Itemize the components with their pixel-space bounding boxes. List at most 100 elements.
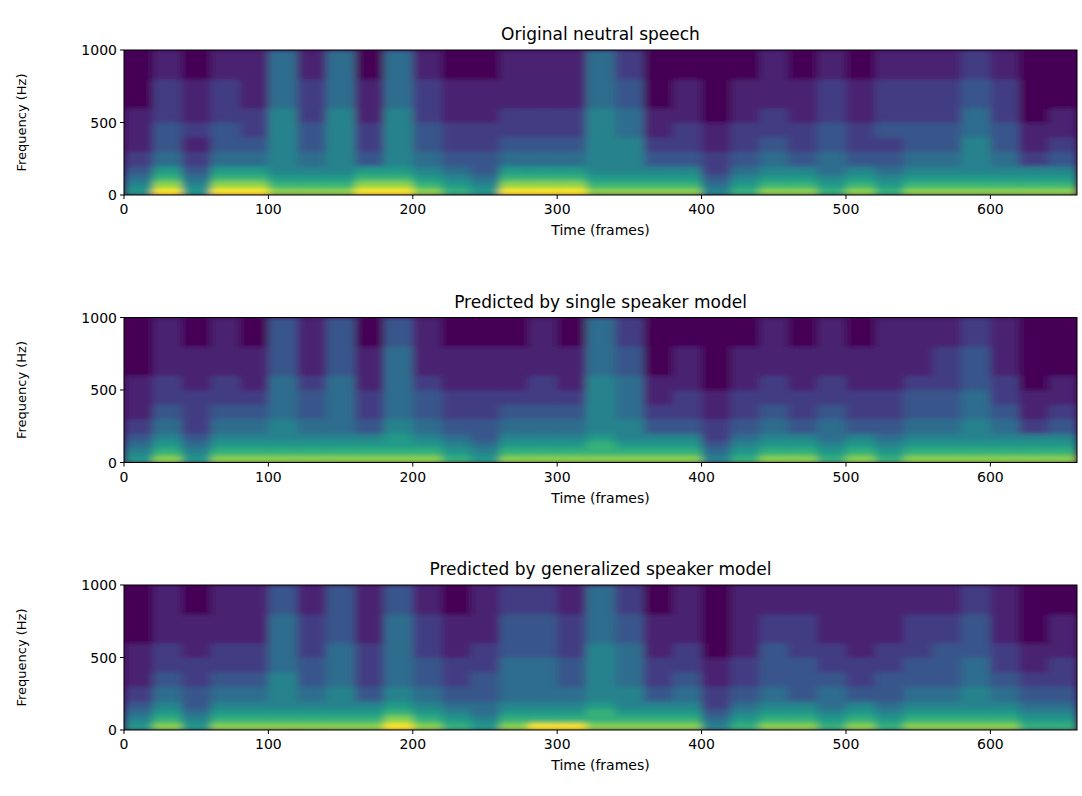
cell bbox=[355, 419, 384, 434]
y-tick-label: 0 bbox=[108, 722, 117, 738]
cell bbox=[384, 434, 413, 442]
cell bbox=[990, 137, 1019, 152]
cell bbox=[875, 448, 904, 456]
cell bbox=[586, 455, 615, 462]
cell bbox=[268, 137, 297, 152]
cell bbox=[471, 166, 500, 174]
cell bbox=[297, 390, 326, 405]
cell bbox=[268, 405, 297, 420]
cell bbox=[240, 643, 269, 658]
cell bbox=[471, 723, 500, 730]
cell bbox=[471, 376, 500, 391]
cell bbox=[153, 181, 182, 189]
x-tick bbox=[701, 195, 702, 199]
cell bbox=[355, 434, 384, 442]
cell bbox=[759, 166, 788, 174]
cell bbox=[673, 376, 702, 391]
cell bbox=[759, 614, 788, 644]
cell bbox=[1048, 614, 1077, 644]
cell bbox=[153, 123, 182, 138]
cell bbox=[933, 708, 962, 716]
cell bbox=[990, 108, 1019, 123]
cell bbox=[1048, 448, 1077, 456]
cell bbox=[759, 716, 788, 724]
cell bbox=[297, 181, 326, 189]
cell bbox=[268, 585, 297, 615]
cell bbox=[990, 79, 1019, 109]
cell bbox=[817, 716, 846, 724]
cell bbox=[730, 173, 759, 181]
cell bbox=[644, 318, 673, 348]
cell bbox=[817, 701, 846, 709]
cell bbox=[615, 152, 644, 167]
cell bbox=[557, 173, 586, 181]
cell bbox=[124, 188, 153, 195]
cell bbox=[615, 347, 644, 377]
cell bbox=[846, 347, 875, 377]
cell bbox=[557, 405, 586, 420]
cell bbox=[817, 188, 846, 195]
cell bbox=[875, 716, 904, 724]
cell bbox=[211, 672, 240, 687]
cell bbox=[759, 181, 788, 189]
cell bbox=[644, 723, 673, 730]
cell bbox=[730, 181, 759, 189]
cell bbox=[1019, 108, 1048, 123]
cell bbox=[904, 318, 933, 348]
cell bbox=[1019, 585, 1048, 615]
cell bbox=[413, 614, 442, 644]
cell bbox=[557, 79, 586, 109]
cell bbox=[904, 79, 933, 109]
cell bbox=[644, 448, 673, 456]
cell bbox=[240, 448, 269, 456]
cell bbox=[586, 50, 615, 80]
cell bbox=[384, 318, 413, 348]
cell bbox=[933, 318, 962, 348]
cell bbox=[442, 108, 471, 123]
cell bbox=[730, 723, 759, 730]
cell bbox=[933, 723, 962, 730]
cell bbox=[586, 614, 615, 644]
cell bbox=[413, 448, 442, 456]
cell bbox=[471, 188, 500, 195]
cell bbox=[875, 658, 904, 673]
cell bbox=[153, 405, 182, 420]
x-tick-label: 0 bbox=[120, 469, 129, 485]
cell bbox=[557, 318, 586, 348]
cell bbox=[759, 123, 788, 138]
cell bbox=[355, 137, 384, 152]
cell bbox=[557, 614, 586, 644]
cell bbox=[297, 448, 326, 456]
cell bbox=[124, 181, 153, 189]
cell bbox=[1019, 723, 1048, 730]
cell bbox=[961, 181, 990, 189]
cell bbox=[268, 716, 297, 724]
cell bbox=[788, 188, 817, 195]
cell bbox=[875, 137, 904, 152]
cell bbox=[528, 716, 557, 724]
cell bbox=[471, 419, 500, 434]
cell bbox=[759, 50, 788, 80]
y-tick-label: 500 bbox=[90, 115, 117, 131]
cell bbox=[413, 701, 442, 709]
cell bbox=[413, 188, 442, 195]
cell bbox=[933, 152, 962, 167]
cell bbox=[528, 173, 557, 181]
cell bbox=[1019, 405, 1048, 420]
cell bbox=[817, 455, 846, 462]
cell bbox=[355, 614, 384, 644]
cell bbox=[904, 50, 933, 80]
cell bbox=[442, 376, 471, 391]
x-tick bbox=[557, 195, 558, 199]
cell bbox=[268, 376, 297, 391]
cell bbox=[875, 376, 904, 391]
cell bbox=[471, 708, 500, 716]
cell bbox=[904, 455, 933, 462]
cell bbox=[990, 347, 1019, 377]
cell bbox=[586, 708, 615, 716]
cell bbox=[644, 434, 673, 442]
cell bbox=[586, 672, 615, 687]
cell bbox=[499, 585, 528, 615]
cell bbox=[817, 723, 846, 730]
cell bbox=[933, 79, 962, 109]
